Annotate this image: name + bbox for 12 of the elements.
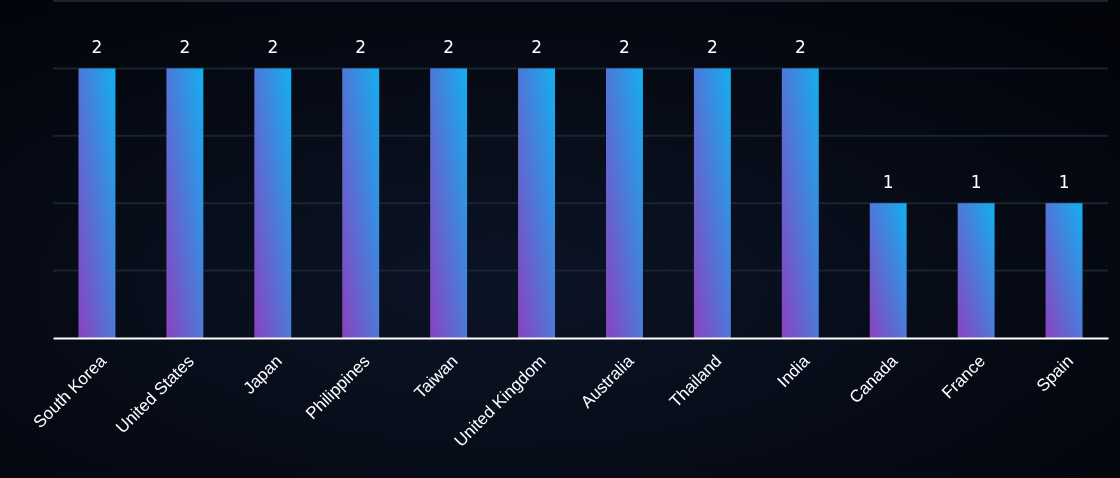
data-label: 2	[91, 37, 103, 58]
data-label: 2	[267, 37, 279, 58]
data-label: 2	[355, 37, 367, 58]
data-label: 2	[794, 37, 806, 58]
data-label: 1	[970, 172, 982, 193]
data-label: 2	[531, 37, 542, 58]
data-label: 1	[1058, 172, 1070, 193]
data-label: 1	[882, 172, 894, 193]
data-label: 2	[443, 37, 455, 58]
data-label: 2	[179, 37, 191, 58]
data-label: 2	[619, 37, 630, 58]
data-label: 2	[706, 37, 718, 58]
